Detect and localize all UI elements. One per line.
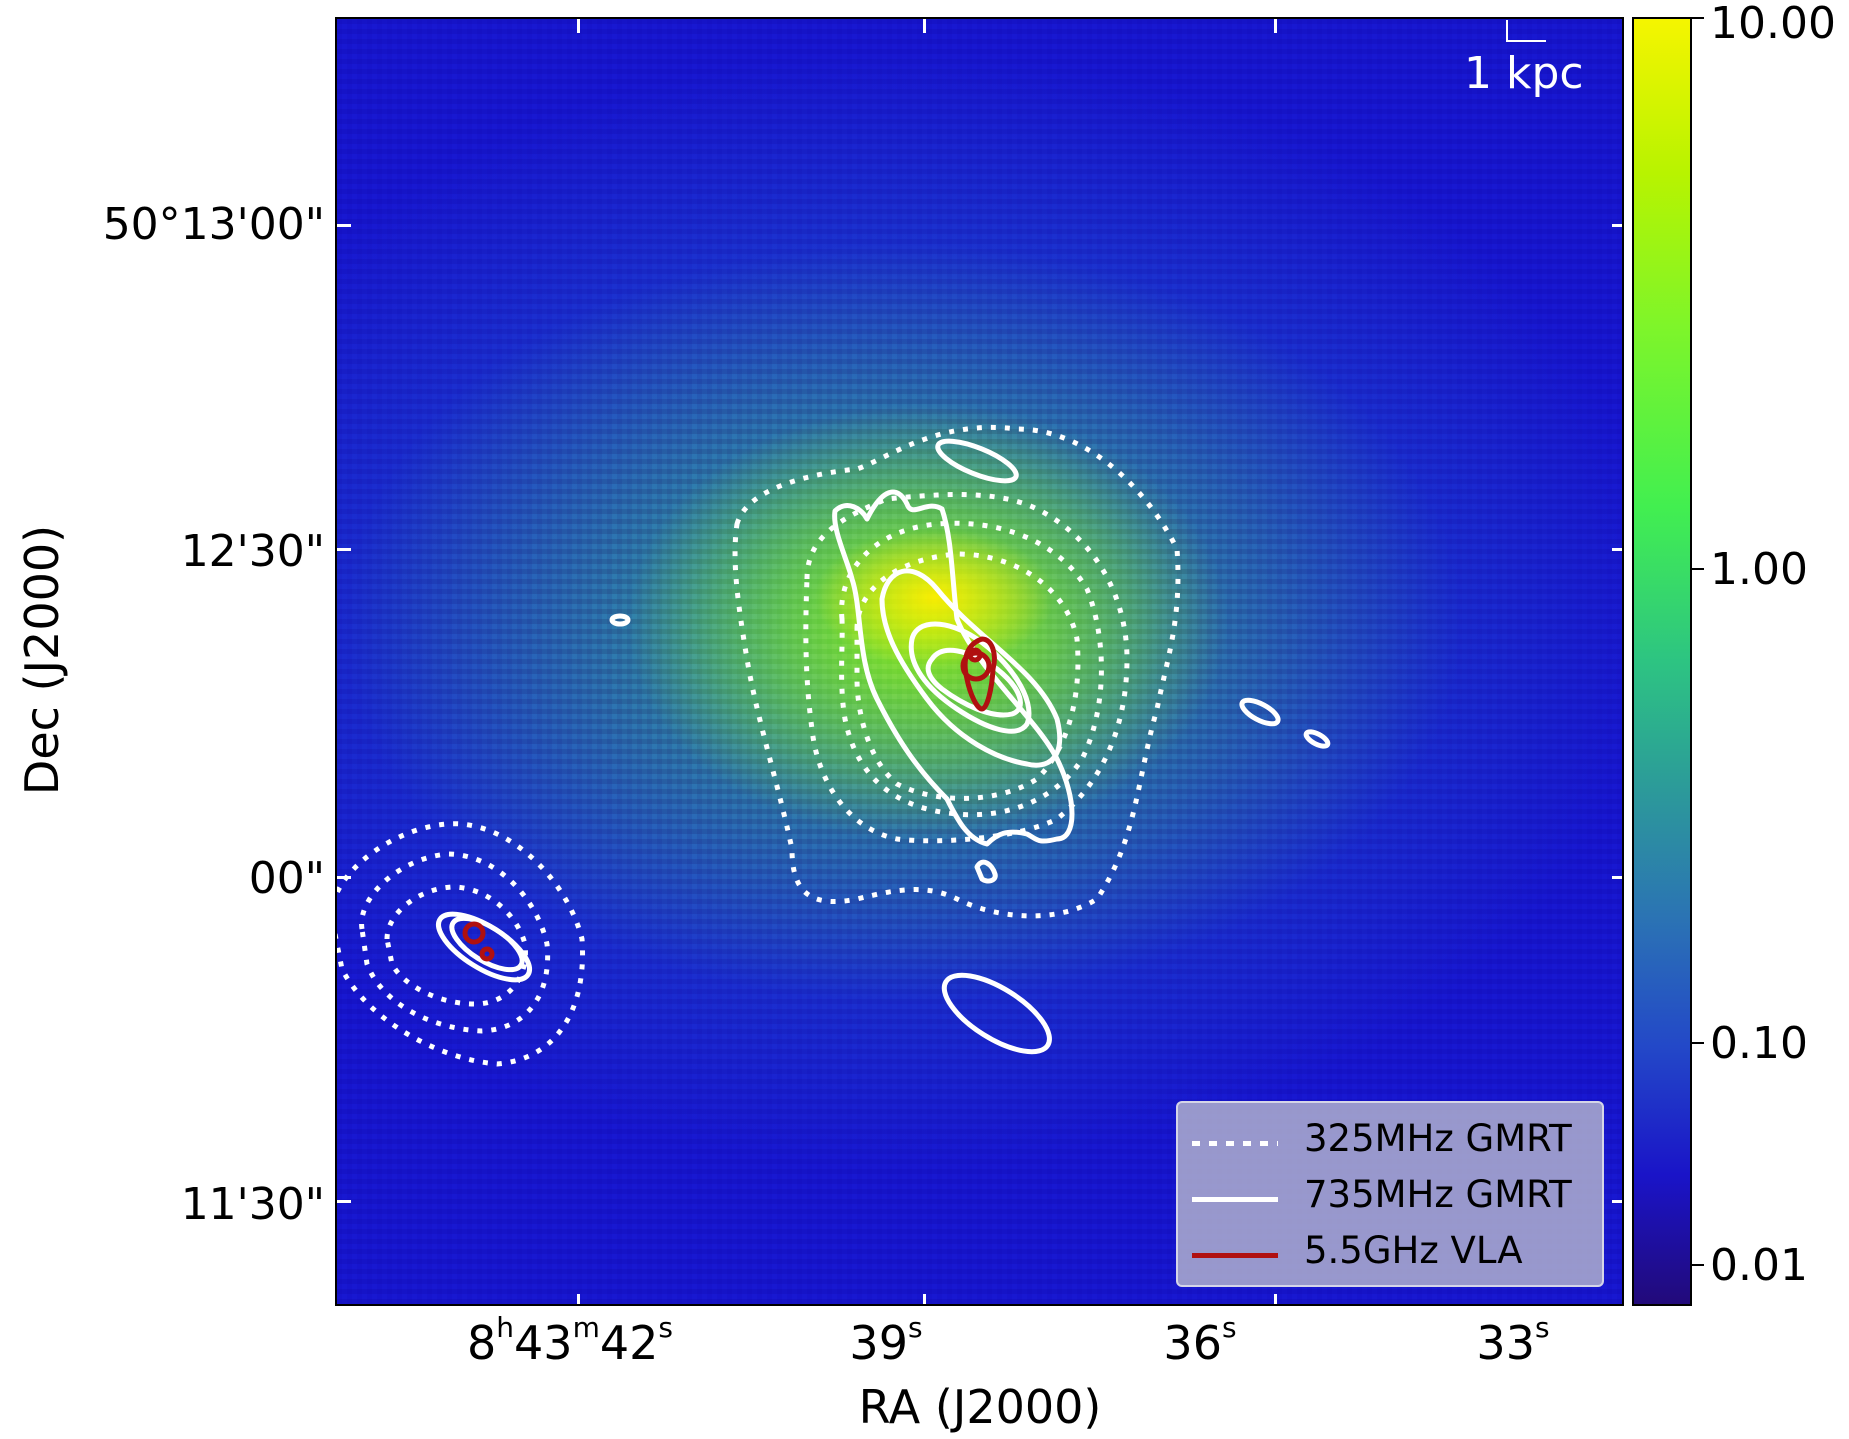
scale-bar [1506,20,1546,42]
solid-line-icon [1192,1197,1278,1202]
x-axis-label: RA (J2000) [858,1380,1102,1434]
colorbar-label-0.1: 0.10 [1710,1018,1808,1069]
x-tick-label: 39s [849,1311,923,1370]
colorbar-tick [1692,568,1704,570]
dotted-line-icon [1192,1141,1278,1146]
y-tick-label: 11'30" [180,1179,325,1230]
y-axis-label: Dec (J2000) [15,524,69,796]
contours-325mhz [337,425,1181,1067]
colorbar-tick [1692,1264,1704,1266]
x-tick-label: 33s [1476,1311,1550,1370]
image-plot-area [335,17,1624,1306]
contours-5.5ghz [462,636,997,962]
y-tick-label: 50°13'00" [102,199,325,250]
colorbar [1632,17,1692,1306]
legend-item-735mhz: 735MHz GMRT [1178,1167,1602,1223]
colorbar-label-1: 1.00 [1710,544,1808,595]
y-tick-label: 12'30" [180,526,325,577]
legend-item-325mhz: 325MHz GMRT [1178,1111,1602,1167]
x-tick-label: 8h43m42s [467,1311,673,1370]
contour-overlay [337,19,1622,1304]
legend-item-5.5ghz: 5.5GHz VLA [1178,1223,1602,1279]
colorbar-tick [1692,1042,1704,1044]
x-tick-label: 36s [1163,1311,1237,1370]
legend: 325MHz GMRT 735MHz GMRT 5.5GHz VLA [1176,1101,1604,1287]
colorbar-tick [1692,17,1704,19]
legend-label: 735MHz GMRT [1304,1173,1572,1216]
y-tick-label: 00" [248,853,325,904]
contours-735mhz [436,438,1331,1055]
scale-bar-label: 1 kpc [1464,48,1584,99]
legend-label: 325MHz GMRT [1304,1117,1572,1160]
axis-minor-ticks [337,19,1622,1304]
colorbar-label-0.01: 0.01 [1710,1240,1808,1291]
red-line-icon [1192,1253,1278,1258]
colorbar-label-10: 10.00 [1710,0,1836,49]
legend-label: 5.5GHz VLA [1304,1229,1523,1272]
